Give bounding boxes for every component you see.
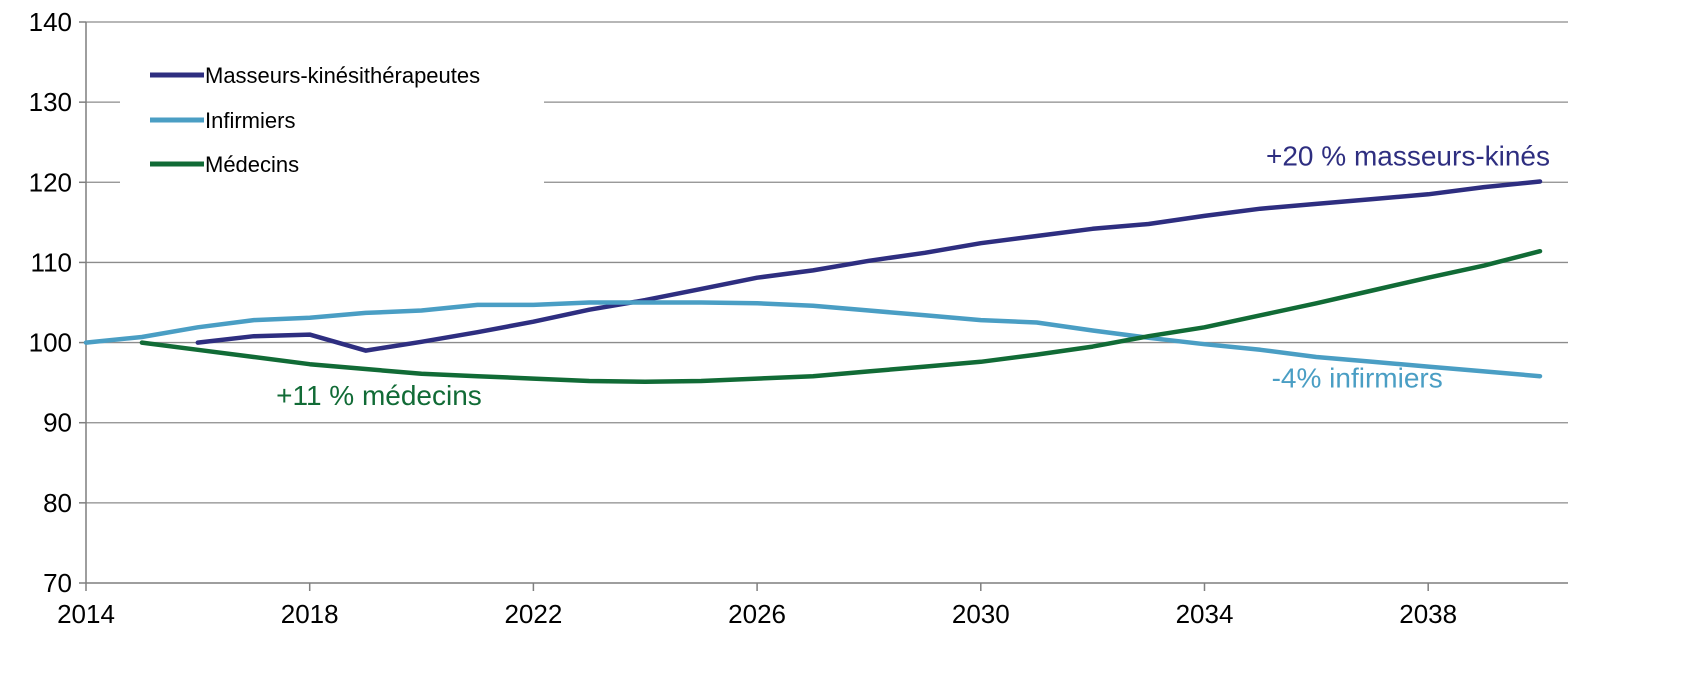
y-tick-label-130: 130 (29, 87, 72, 117)
y-tick-label-140: 140 (29, 7, 72, 37)
y-tick-label-70: 70 (43, 568, 72, 598)
x-tick-label-2038: 2038 (1399, 599, 1457, 629)
legend-background (120, 48, 544, 184)
series-line-masseurs-kin-sith-rapeutes (195, 179, 1543, 353)
legend: Masseurs-kinésithérapeutes Infirmiers Mé… (120, 48, 544, 184)
x-tick-label-2014: 2014 (57, 599, 115, 629)
series-lines (83, 179, 1543, 385)
y-tick-label-80: 80 (43, 488, 72, 518)
annotation-kine: +20 % masseurs-kinés (1266, 141, 1550, 172)
y-tick-label-100: 100 (29, 328, 72, 358)
x-tick-label-2026: 2026 (728, 599, 786, 629)
annotation-infirmiers: -4% infirmiers (1272, 363, 1443, 394)
axes (85, 22, 1568, 584)
y-axis-ticks: 70 80 90 100 110 120 130 140 (29, 7, 86, 598)
legend-label-medecins: Médecins (205, 152, 299, 177)
y-tick-label-90: 90 (43, 408, 72, 438)
series-line-m-decins (139, 248, 1543, 385)
x-tick-label-2034: 2034 (1176, 599, 1234, 629)
x-axis-ticks: 2014 2018 2022 2026 2030 2034 2038 (57, 583, 1457, 629)
x-tick-label-2030: 2030 (952, 599, 1010, 629)
annotations: +20 % masseurs-kinés -4% infirmiers +11 … (276, 141, 1550, 412)
legend-label-infirmiers: Infirmiers (205, 108, 295, 133)
y-tick-label-120: 120 (29, 167, 72, 197)
y-tick-label-110: 110 (31, 247, 72, 277)
series-line-infirmiers (83, 300, 1543, 379)
x-tick-label-2018: 2018 (281, 599, 339, 629)
annotation-medecins: +11 % médecins (276, 380, 482, 411)
legend-label-kine: Masseurs-kinésithérapeutes (205, 63, 480, 88)
x-tick-label-2022: 2022 (504, 599, 562, 629)
